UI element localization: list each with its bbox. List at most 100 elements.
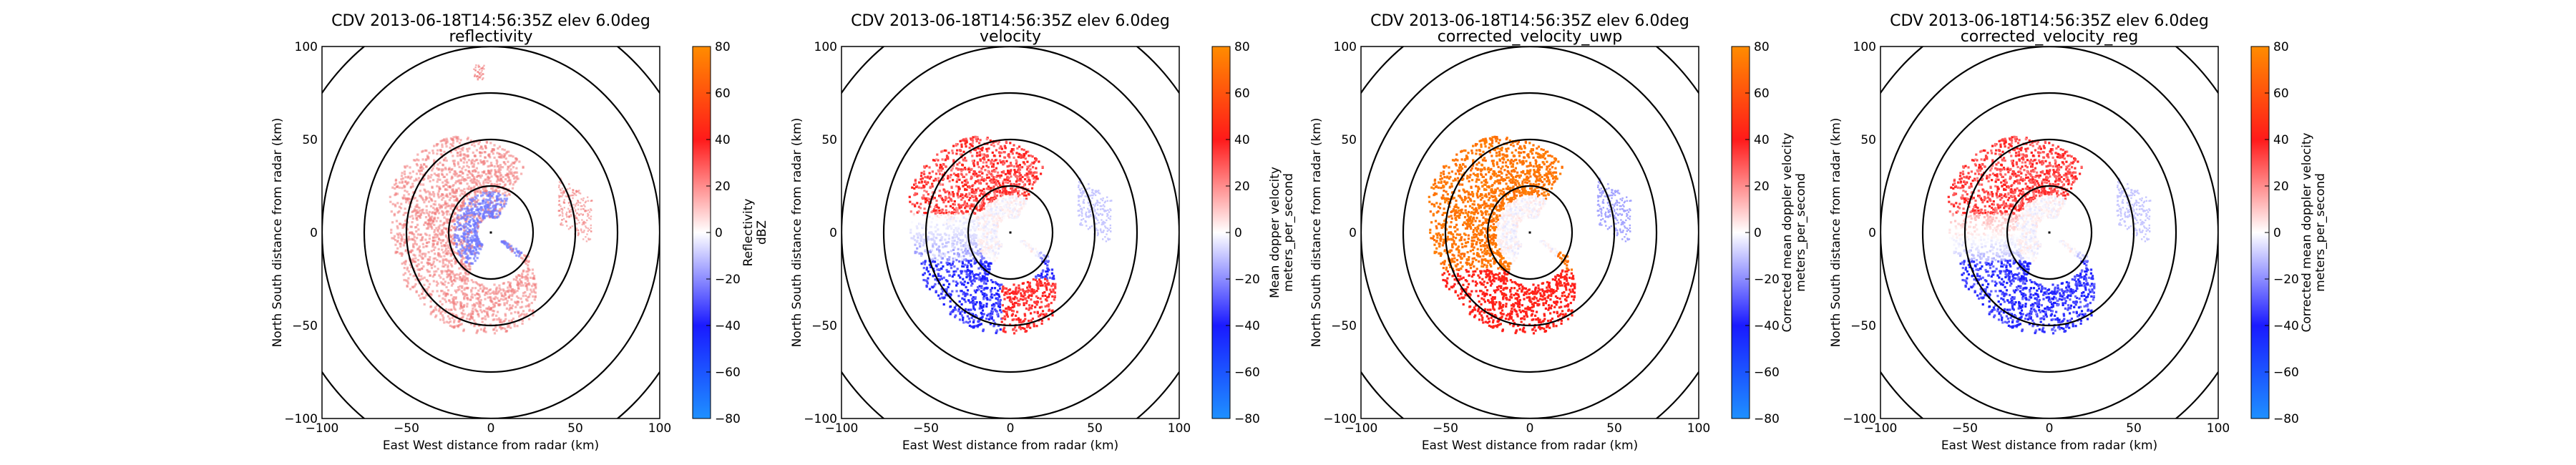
echo-gate (952, 216, 955, 219)
echo-gate (404, 238, 406, 241)
echo-gate (460, 290, 463, 293)
echo-gate (466, 173, 469, 176)
echo-gate (1042, 313, 1045, 316)
echo-gate (413, 233, 416, 236)
echo-gate (1032, 278, 1035, 281)
echo-gate (457, 179, 460, 182)
echo-gate (1036, 296, 1040, 300)
echo-gate (1035, 254, 1038, 257)
echo-gate (1038, 306, 1041, 309)
echo-gate (438, 187, 441, 190)
echo-gate (509, 179, 512, 182)
echo-gate (414, 242, 416, 245)
echo-gate (952, 165, 955, 167)
echo-gate (951, 263, 954, 265)
echo-gate (473, 68, 475, 70)
echo-gate (945, 241, 948, 244)
echo-gate (561, 187, 563, 190)
echo-gate (428, 222, 431, 225)
echo-gate (969, 142, 972, 146)
echo-gate (1019, 179, 1022, 182)
echo-gate (962, 231, 965, 234)
echo-gate (984, 229, 987, 232)
echo-gate (1019, 298, 1022, 300)
echo-gate (989, 312, 992, 315)
echo-gate (956, 230, 959, 232)
x-tick-label: 50 (567, 421, 583, 436)
echo-gate (470, 211, 473, 214)
echo-gate (925, 268, 928, 271)
echo-gate (590, 230, 592, 232)
echo-gate (962, 293, 965, 295)
echo-gate (526, 288, 529, 291)
echo-gate (1045, 259, 1048, 263)
echo-gate (952, 223, 955, 226)
echo-gate (511, 290, 514, 293)
echo-gate (431, 236, 434, 239)
echo-gate (456, 225, 459, 228)
echo-gate (482, 187, 484, 190)
echo-gate (438, 295, 441, 298)
echo-gate (1028, 179, 1031, 182)
echo-gate (971, 160, 974, 162)
echo-gate (499, 208, 502, 211)
echo-gate (938, 233, 941, 236)
echo-gate (961, 164, 965, 167)
echo-gate (958, 161, 961, 164)
echo-gate (535, 283, 537, 285)
echo-gate (406, 190, 409, 193)
echo-gate (482, 288, 485, 290)
echo-gate (957, 185, 960, 188)
echo-gate (1001, 304, 1004, 307)
echo-gate (409, 172, 411, 175)
echo-gate (944, 238, 947, 241)
echo-gate (569, 205, 571, 207)
echo-gate (422, 253, 425, 255)
echo-gate (509, 289, 512, 292)
echo-gate (510, 163, 513, 166)
echo-gate (441, 265, 444, 268)
echo-gate (1020, 207, 1023, 210)
echo-gate (466, 207, 469, 210)
echo-gate (393, 214, 396, 217)
echo-gate (932, 233, 935, 236)
echo-gate (433, 230, 436, 233)
echo-gate (459, 251, 462, 254)
echo-gate (954, 315, 957, 318)
echo-gate (514, 305, 517, 308)
echo-gate (489, 172, 492, 175)
echo-gate (527, 283, 530, 285)
echo-gate (492, 196, 494, 199)
echo-gate (520, 282, 523, 285)
echo-gate (415, 230, 418, 233)
echo-gate (469, 314, 472, 317)
echo-gate (1044, 305, 1047, 308)
echo-gate (1030, 161, 1034, 165)
echo-gate (495, 195, 499, 197)
echo-gate (455, 190, 458, 192)
echo-gate (951, 167, 954, 170)
echo-gate (444, 300, 447, 303)
echo-gate (985, 173, 988, 176)
echo-gate (590, 227, 592, 230)
echo-gate (502, 175, 504, 178)
echo-gate (962, 255, 965, 258)
echo-gate (491, 291, 494, 294)
echo-gate (934, 205, 937, 208)
echo-gate (509, 283, 512, 286)
echo-gate (439, 260, 441, 263)
echo-gate (465, 232, 468, 235)
echo-gate (468, 318, 471, 320)
echo-gate (567, 202, 570, 205)
echo-gate (498, 290, 501, 293)
echo-gate (474, 222, 477, 225)
echo-gate (477, 64, 479, 67)
echo-gate (512, 174, 515, 177)
echo-gate (1015, 199, 1018, 202)
echo-gate (474, 287, 477, 290)
echo-gate (406, 221, 409, 224)
echo-gate (489, 288, 492, 291)
echo-gate (581, 231, 583, 233)
echo-gate (585, 240, 588, 243)
echo-gate (414, 240, 416, 243)
